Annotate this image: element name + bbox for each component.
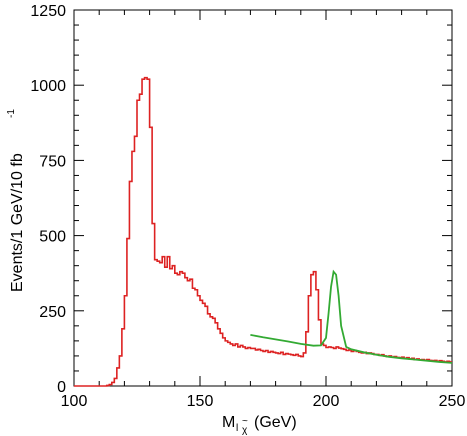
x-tick-label: 150 <box>187 393 214 410</box>
series-histogram-line <box>74 76 452 387</box>
x-axis-title-accent: ~ <box>242 416 248 427</box>
y-axis-title-main: Events/1 GeV/10 fb <box>9 153 26 292</box>
x-axis-title-main: M <box>222 414 235 431</box>
y-tick-label: 750 <box>39 153 66 170</box>
x-axis-title-sub: l <box>236 423 238 434</box>
tick-labels: 100 150 200 250 0 250 500 750 1000 1250 <box>30 3 465 410</box>
y-tick-label: 0 <box>57 379 66 396</box>
x-axis-title-sub2: χ <box>242 425 248 436</box>
y-axis-title: Events/1 GeV/10 fb -1 <box>6 109 26 292</box>
axis-ticks <box>73 9 453 387</box>
y-tick-label: 500 <box>39 229 66 246</box>
y-tick-label: 250 <box>39 304 66 321</box>
y-tick-label: 1250 <box>30 3 66 20</box>
series-fit-line <box>250 269 453 364</box>
x-tick-label: 200 <box>313 393 340 410</box>
x-tick-label: 100 <box>61 393 88 410</box>
series-layer <box>74 76 453 387</box>
x-axis-title: M <box>222 414 235 431</box>
plot-frame <box>73 9 453 387</box>
x-tick-label: 250 <box>439 393 466 410</box>
y-tick-label: 1000 <box>30 78 66 95</box>
y-axis-title-sup: -1 <box>6 109 17 118</box>
x-axis-title-unit: (GeV) <box>254 414 297 431</box>
